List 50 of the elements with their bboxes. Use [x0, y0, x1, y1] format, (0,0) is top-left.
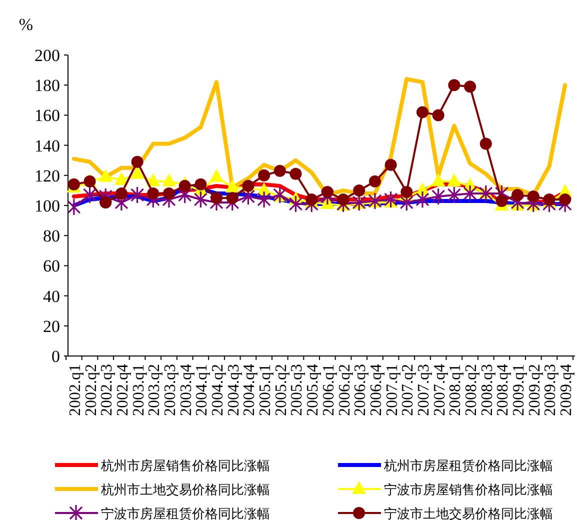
- legend-label: 杭州市房屋租赁价格同比涨幅: [383, 458, 553, 473]
- y-tick-label: 160: [34, 106, 60, 126]
- y-tick-label: 180: [34, 76, 60, 96]
- x-tick-label: 2009.q2: [526, 364, 544, 416]
- x-tick-label: 2007.q2: [400, 364, 417, 416]
- x-tick-label: 2008.q4: [494, 364, 512, 416]
- x-tick-label: 2004.q2: [210, 364, 227, 416]
- x-tick-label: 2007.q4: [431, 364, 448, 416]
- y-tick-label: 0: [52, 347, 60, 366]
- legend-label: 杭州市土地交易价格同比涨幅: [100, 482, 270, 497]
- x-tick-label: 2008.q3: [478, 364, 496, 416]
- x-tick-label: 2003.q4: [178, 364, 195, 416]
- x-tick-label: 2006.q3: [352, 364, 370, 416]
- y-tick-label: 120: [34, 166, 60, 186]
- x-tick-label: 2005.q1: [257, 364, 274, 416]
- y-tick-label: 20: [43, 316, 60, 336]
- y-tick-label: 100: [34, 196, 60, 216]
- x-tick-label: 2008.q2: [463, 364, 480, 416]
- x-tick-label: 2002.q4: [114, 364, 132, 416]
- x-tick-label: 2007.q1: [384, 364, 401, 416]
- x-tick-label: 2009.q4: [558, 364, 576, 416]
- x-tick-label: 2005.q4: [304, 364, 322, 416]
- x-tick-label: 2004.q4: [241, 364, 258, 416]
- x-tick-label: 2007.q3: [415, 364, 432, 416]
- x-tick-label: 2003.q2: [146, 364, 164, 416]
- x-tick-label: 2008.q1: [447, 364, 464, 416]
- x-tick-label: 2004.q1: [194, 364, 211, 416]
- legend-label: 宁波市房屋租赁价格同比涨幅: [101, 506, 270, 520]
- x-tick-label: 2002.q3: [98, 364, 116, 416]
- y-tick-label: 80: [43, 226, 60, 246]
- x-tick-label: 2006.q4: [368, 364, 385, 416]
- legend-label: 宁波市房屋销售价格同比涨幅: [384, 482, 553, 497]
- y-tick-label: 60: [43, 256, 60, 276]
- x-tick-label: 2006.q2: [336, 364, 354, 416]
- x-tick-label: 2005.q2: [272, 364, 290, 416]
- x-tick-label: 2004.q3: [225, 364, 242, 416]
- x-tick-label: 2009.q3: [542, 364, 560, 416]
- x-tick-label: 2003.q3: [162, 364, 179, 416]
- x-tick-label: 2003.q1: [130, 364, 148, 416]
- x-tick-label: 2002.q1: [66, 364, 84, 416]
- legend-label: 宁波市土地交易价格同比涨幅: [384, 506, 553, 520]
- y-tick-label: 140: [34, 136, 60, 156]
- x-tick-label: 2005.q3: [288, 364, 306, 416]
- x-tick-label: 2002.q2: [82, 364, 100, 416]
- y-tick-label: 40: [43, 286, 60, 306]
- x-tick-label: 2009.q1: [510, 364, 528, 416]
- x-tick-label: 2006.q1: [320, 364, 338, 416]
- y-tick-label: 200: [34, 46, 60, 65]
- y-axis-title: %: [18, 15, 34, 34]
- legend-label: 杭州市房屋销售价格同比涨幅: [100, 458, 270, 473]
